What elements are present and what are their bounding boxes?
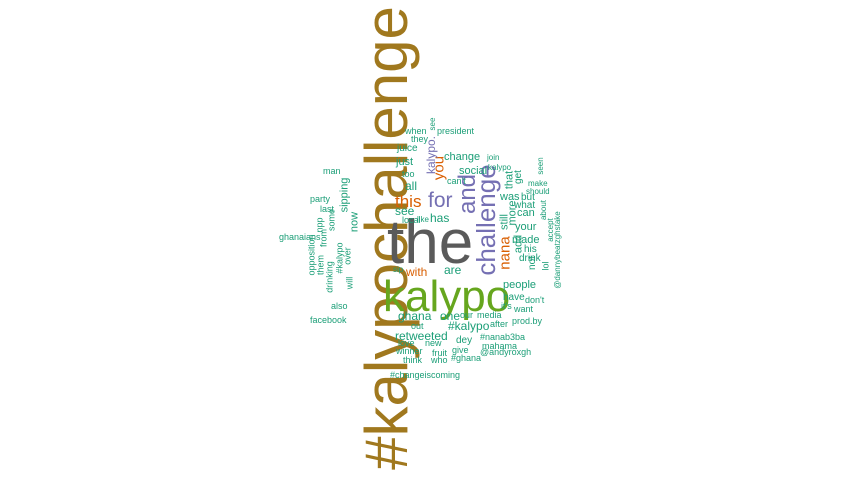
word-think: think <box>403 355 423 365</box>
word-they: they <box>411 134 429 144</box>
word-over: over <box>342 247 353 265</box>
word-too: too <box>402 169 415 179</box>
word-can: can <box>517 207 535 219</box>
word-nanab3ba: #nanab3ba <box>480 332 526 342</box>
word-when: when <box>405 126 427 136</box>
word-have: have <box>503 292 525 303</box>
word-nana: nana <box>496 236 514 270</box>
word-like: like <box>417 215 430 224</box>
word-will: will <box>344 276 355 290</box>
word-make: make <box>528 179 548 188</box>
word-dont: don't <box>525 295 545 305</box>
word-our: our <box>460 310 474 320</box>
word-ghanaians: ghanaians <box>279 232 321 242</box>
word-seen: seen <box>536 157 545 175</box>
word-should: should <box>526 187 550 196</box>
word-cant: can't <box>447 176 466 186</box>
word-sip: sip <box>393 265 404 274</box>
word-get: get <box>513 170 524 184</box>
word-his: his <box>524 244 537 255</box>
word-kalypo: kalypo <box>383 272 511 321</box>
word-people: people <box>503 279 537 291</box>
word-one: one <box>440 309 461 323</box>
word-last: last <box>320 204 335 214</box>
word-all: all <box>405 179 418 193</box>
word-sipping: sipping <box>338 177 351 213</box>
word-dey: dey <box>456 335 473 346</box>
word-from: from <box>318 229 329 247</box>
word-juice: juice <box>397 143 418 154</box>
word-what: what <box>514 200 536 211</box>
word-give: give <box>452 345 469 355</box>
word-prod-by: prod.by <box>512 316 543 326</box>
word-dannybeatzghstake: @dannybeatzghstake <box>553 211 562 289</box>
word-has: has <box>430 211 450 225</box>
word-ghana-hashtag: #ghana <box>451 353 482 363</box>
word-media: media <box>477 310 502 320</box>
word-local: local <box>402 215 421 225</box>
word-some: some <box>326 208 337 232</box>
word-man: man <box>323 166 341 176</box>
word-see: see <box>395 204 415 218</box>
word-your: your <box>515 221 537 233</box>
word-after: after <box>490 319 509 329</box>
word-add: add <box>512 234 525 254</box>
word-its: it's <box>501 301 512 311</box>
word-change: change <box>444 151 481 163</box>
word-andyroxgh: @andyroxgh <box>480 347 532 357</box>
word-the: the <box>387 208 474 277</box>
word-changeiscoming: #changeiscoming <box>390 370 461 380</box>
word-ghana: ghana <box>398 309 432 323</box>
word-winner: winner <box>396 346 423 356</box>
word-join: join <box>487 153 500 162</box>
word-new: new <box>425 338 442 348</box>
word-president: president <box>437 126 475 136</box>
word-party: party <box>310 194 331 204</box>
word-are: are <box>444 263 462 277</box>
word-mahama: mahama <box>482 341 518 351</box>
word-love: love <box>398 338 415 348</box>
word-not: not <box>527 256 538 270</box>
word-this: this <box>395 192 422 211</box>
word-who: who <box>431 355 448 365</box>
word-want: want <box>514 304 534 314</box>
word-also: also <box>331 301 348 311</box>
word-just: just <box>396 156 414 168</box>
word-now: now <box>348 211 361 233</box>
word-social: social <box>459 165 488 177</box>
word-but: but <box>521 192 535 203</box>
word-drink: drink <box>519 253 541 264</box>
word-still: still <box>498 214 511 230</box>
word-see-small: see <box>428 117 437 131</box>
word-fruit: fruit <box>432 348 448 358</box>
word-kalypo-small: kalypo <box>488 163 512 172</box>
word-out: out <box>411 321 424 331</box>
word-lol: lol <box>540 261 551 271</box>
word-was: was <box>500 191 520 203</box>
word-for: for <box>428 189 453 212</box>
word-with: with <box>406 265 428 279</box>
word-facebook: facebook <box>310 315 347 325</box>
word-drinking: drinking <box>324 261 335 293</box>
word-kalypo-hashtag: #kalypo <box>448 319 490 333</box>
word-made: made <box>512 234 540 246</box>
word-retweeted: retweeted <box>395 329 448 343</box>
